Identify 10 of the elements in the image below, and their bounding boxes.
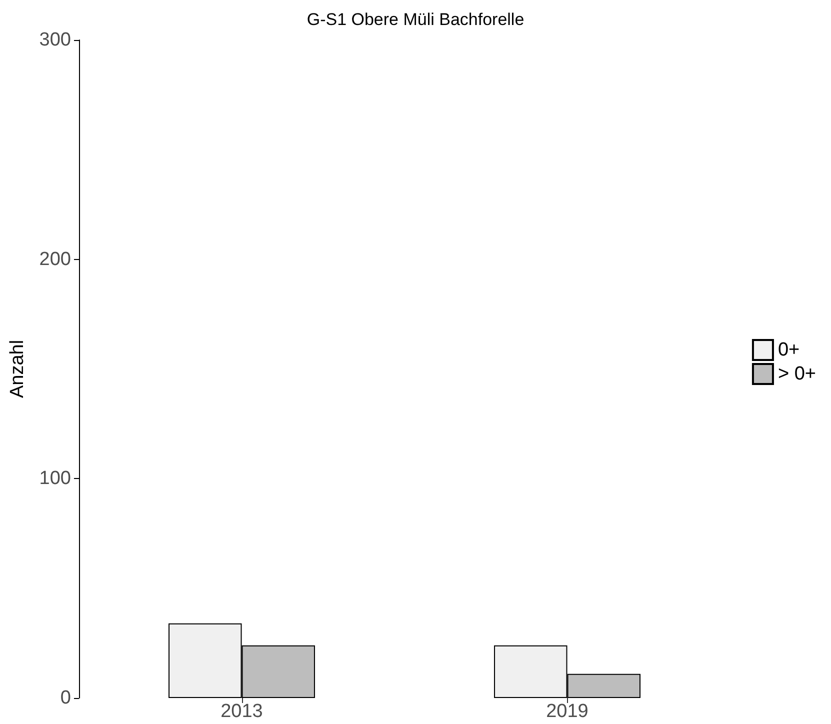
y-tick-label: 0	[60, 688, 71, 708]
x-tick-label: 2019	[546, 701, 588, 722]
y-axis-title: Anzahl	[7, 340, 28, 398]
chart-title: G-S1 Obere Müli Bachforelle	[306, 10, 524, 29]
legend-label: > 0+	[778, 364, 816, 384]
x-tick-label: 2013	[220, 701, 263, 722]
y-tick-label: 100	[39, 468, 71, 490]
y-tick-label: 300	[39, 30, 71, 50]
y-tick-label: 200	[39, 248, 71, 270]
legend-label: 0+	[778, 340, 800, 360]
